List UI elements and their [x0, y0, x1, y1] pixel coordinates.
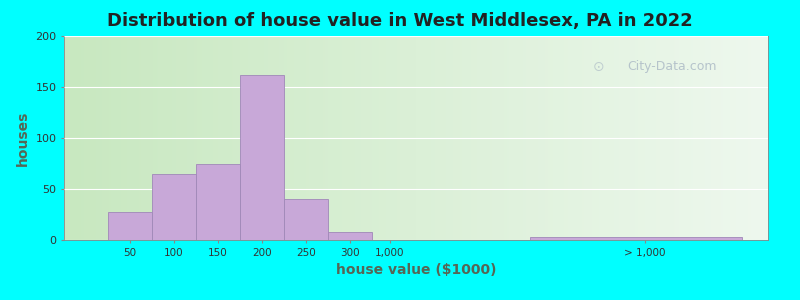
- Bar: [240, 75, 284, 240]
- Bar: [530, 237, 742, 240]
- Y-axis label: houses: houses: [16, 110, 30, 166]
- Text: Distribution of house value in West Middlesex, PA in 2022: Distribution of house value in West Midd…: [107, 12, 693, 30]
- Bar: [328, 232, 372, 240]
- Bar: [152, 174, 196, 240]
- Bar: [196, 164, 240, 240]
- Bar: [284, 199, 328, 240]
- Text: ⊙: ⊙: [594, 60, 605, 74]
- Bar: [108, 212, 152, 240]
- Text: City-Data.com: City-Data.com: [627, 60, 717, 73]
- X-axis label: house value ($1000): house value ($1000): [336, 263, 496, 277]
